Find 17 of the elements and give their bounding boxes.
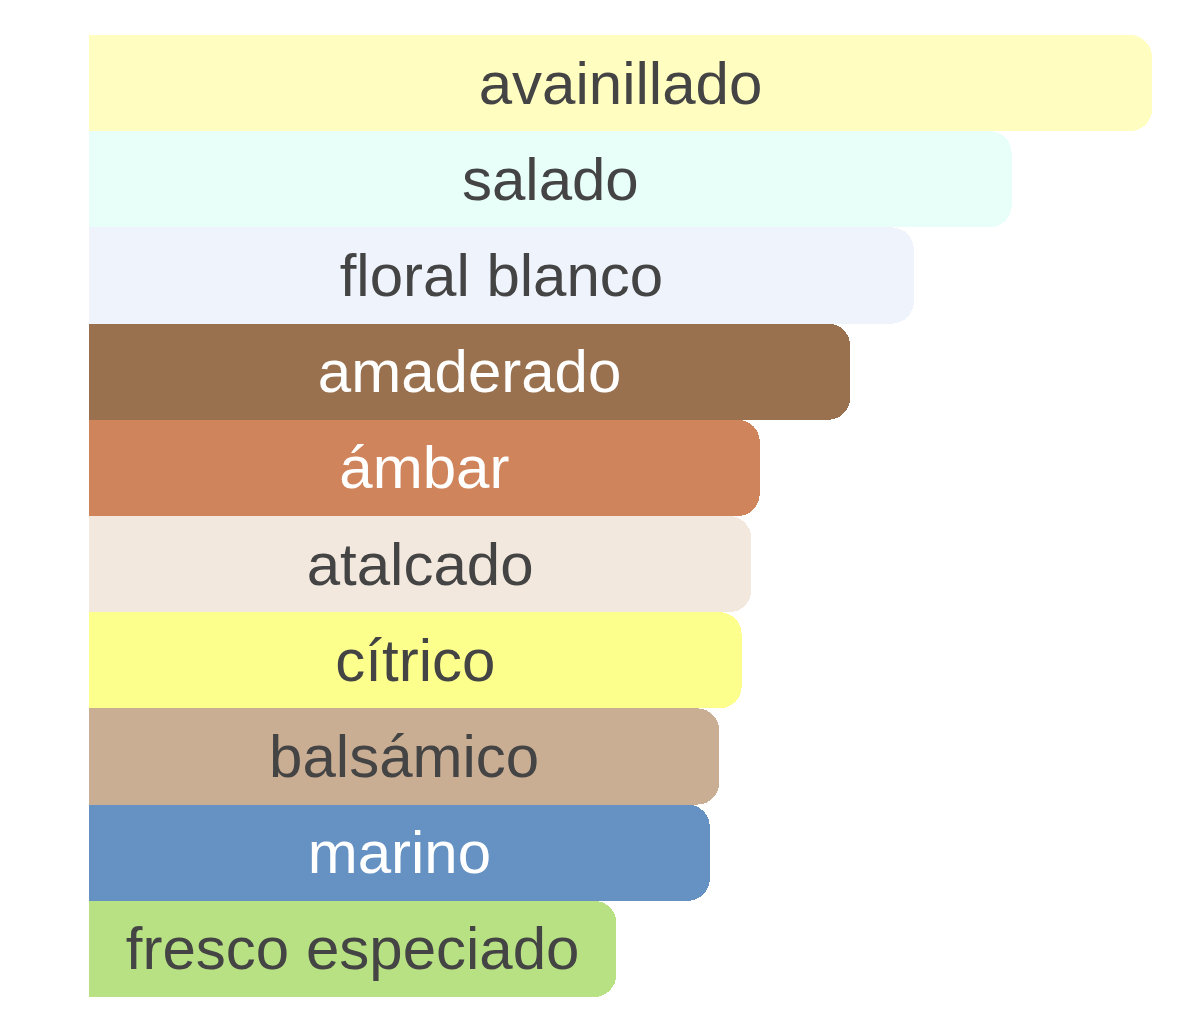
bar	[89, 516, 752, 613]
bar	[89, 35, 1152, 132]
y-tick-label: balsámico	[269, 723, 540, 790]
y-tick-label: salado	[461, 145, 639, 213]
y-tick-label: fresco especiado	[125, 915, 580, 983]
y-tick-label: atalcado	[306, 530, 534, 598]
y-tick-label: amaderado	[317, 338, 622, 406]
bar	[89, 612, 742, 709]
y-tick-label: avainillado	[478, 49, 763, 117]
bar	[89, 708, 720, 805]
y-tick-label: cítrico	[335, 626, 496, 694]
bar	[89, 804, 710, 901]
bar	[89, 323, 851, 420]
y-tick-label: ámbar	[339, 434, 510, 502]
y-tick-label: floral blanco	[339, 242, 664, 309]
bar	[89, 419, 760, 516]
y-tick-label: marino	[307, 819, 492, 887]
